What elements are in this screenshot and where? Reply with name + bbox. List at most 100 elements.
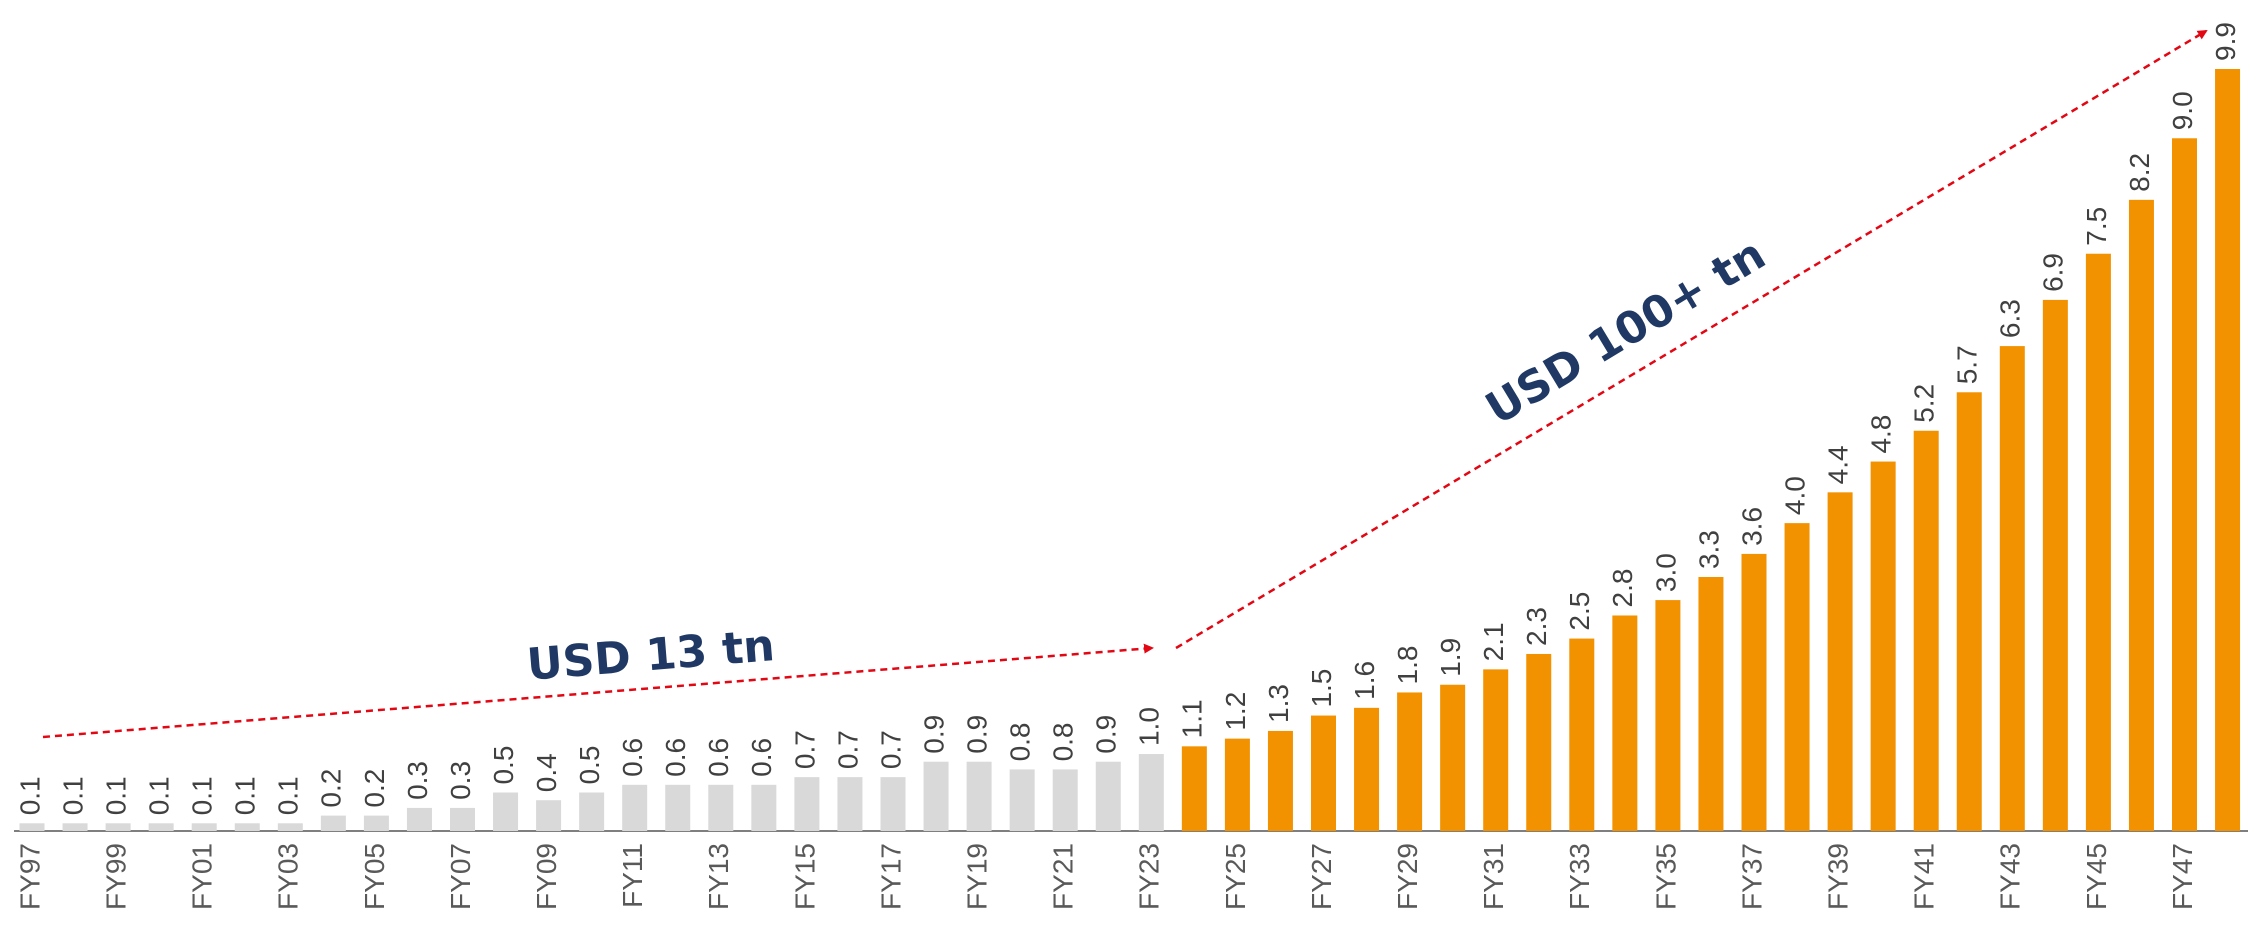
data-label: 0.9	[918, 715, 949, 754]
data-label: 0.1	[57, 776, 88, 815]
x-tick-label: FY97	[14, 843, 45, 910]
bar	[1698, 577, 1724, 831]
bar	[1267, 730, 1293, 831]
arrow	[1175, 29, 2208, 650]
data-label: 0.1	[273, 776, 304, 815]
bar	[363, 815, 389, 831]
data-label: 4.4	[1822, 445, 1853, 484]
data-label: 0.1	[230, 776, 261, 815]
bar	[1612, 615, 1638, 831]
data-label: 0.7	[789, 730, 820, 769]
x-tick-label: FY39	[1822, 843, 1853, 910]
data-label: 0.5	[574, 746, 605, 785]
bar	[966, 761, 992, 831]
x-tick-label: FY21	[1048, 843, 1079, 910]
bar	[2085, 253, 2111, 831]
bar	[1526, 653, 1552, 831]
data-label: 0.3	[445, 761, 476, 800]
data-label: 0.4	[531, 753, 562, 792]
data-label: 0.7	[832, 730, 863, 769]
data-label: 0.3	[402, 761, 433, 800]
bar	[1095, 761, 1121, 831]
data-label: 9.0	[2167, 91, 2198, 130]
data-label: 1.9	[1435, 638, 1466, 677]
x-tick-label: FY23	[1134, 843, 1165, 910]
bar	[794, 777, 820, 831]
data-label: 0.9	[961, 715, 992, 754]
bar	[1440, 684, 1466, 831]
annotation: USD 100+ tn	[1477, 229, 1774, 435]
x-tick-label: FY01	[187, 843, 218, 910]
data-label: 6.3	[1995, 299, 2026, 338]
bar	[2128, 199, 2154, 831]
bar	[1741, 553, 1767, 831]
arrow	[42, 643, 1154, 739]
data-label: 0.6	[660, 738, 691, 777]
bar	[1009, 769, 1035, 831]
bar	[19, 823, 45, 831]
data-label: 0.1	[187, 776, 218, 815]
bar	[277, 823, 303, 831]
data-label: 1.1	[1177, 699, 1208, 738]
data-label: 6.9	[2038, 253, 2069, 292]
bar	[1181, 746, 1207, 831]
bar	[1870, 461, 1896, 831]
bar	[1397, 692, 1423, 831]
data-label: 0.7	[875, 730, 906, 769]
data-label: 0.9	[1091, 715, 1122, 754]
data-label: 5.2	[1909, 384, 1940, 423]
bar	[1311, 715, 1336, 831]
data-label: 0.1	[144, 776, 175, 815]
bar	[191, 823, 217, 831]
data-label: 0.5	[488, 746, 519, 785]
x-tick-label: FY15	[789, 843, 820, 910]
data-label: 2.5	[1564, 592, 1595, 631]
bar	[105, 823, 131, 831]
x-tick-label: FY03	[273, 843, 304, 910]
bar	[1913, 430, 1939, 831]
bar	[622, 784, 648, 831]
bar	[1224, 738, 1250, 831]
x-tick-label: FY29	[1392, 843, 1423, 910]
bar	[579, 792, 605, 831]
bar	[450, 807, 475, 831]
x-tick-label: FY07	[445, 843, 476, 910]
x-tick-label: FY99	[100, 843, 131, 910]
data-label: 1.2	[1220, 692, 1251, 731]
data-label: 1.6	[1349, 661, 1380, 700]
data-label: 0.1	[100, 776, 131, 815]
bar	[1569, 638, 1595, 831]
x-tick-label: FY37	[1736, 843, 1767, 910]
bar	[234, 823, 260, 831]
bar	[665, 784, 691, 831]
x-tick-label: FY05	[359, 843, 390, 910]
bar	[2042, 299, 2068, 832]
bar	[62, 823, 88, 831]
data-label: 0.2	[316, 769, 347, 808]
x-tick-label: FY13	[703, 843, 734, 910]
x-tick-label: FY09	[531, 843, 562, 910]
bar	[536, 800, 562, 831]
bar	[406, 807, 432, 831]
bar	[2215, 69, 2241, 831]
data-label: 4.0	[1779, 476, 1810, 515]
x-tick-label: FY33	[1564, 843, 1595, 910]
x-tick-label: FY31	[1478, 843, 1509, 910]
bar	[837, 777, 863, 831]
data-label: 9.9	[2210, 22, 2241, 61]
data-label: 8.2	[2124, 153, 2155, 192]
data-label: 7.5	[2081, 207, 2112, 246]
bar	[1956, 392, 1982, 831]
bar	[751, 784, 777, 831]
bar	[493, 792, 519, 831]
bar	[1655, 600, 1681, 831]
x-tick-label: FY47	[2167, 843, 2198, 910]
x-tick-label: FY35	[1650, 843, 1681, 910]
bar	[880, 777, 906, 831]
data-label: 0.1	[14, 776, 45, 815]
x-tick-label: FY45	[2081, 843, 2112, 910]
x-tick-label: FY11	[617, 843, 648, 908]
x-tick-label: FY17	[875, 843, 906, 910]
data-label: 1.8	[1392, 646, 1423, 685]
